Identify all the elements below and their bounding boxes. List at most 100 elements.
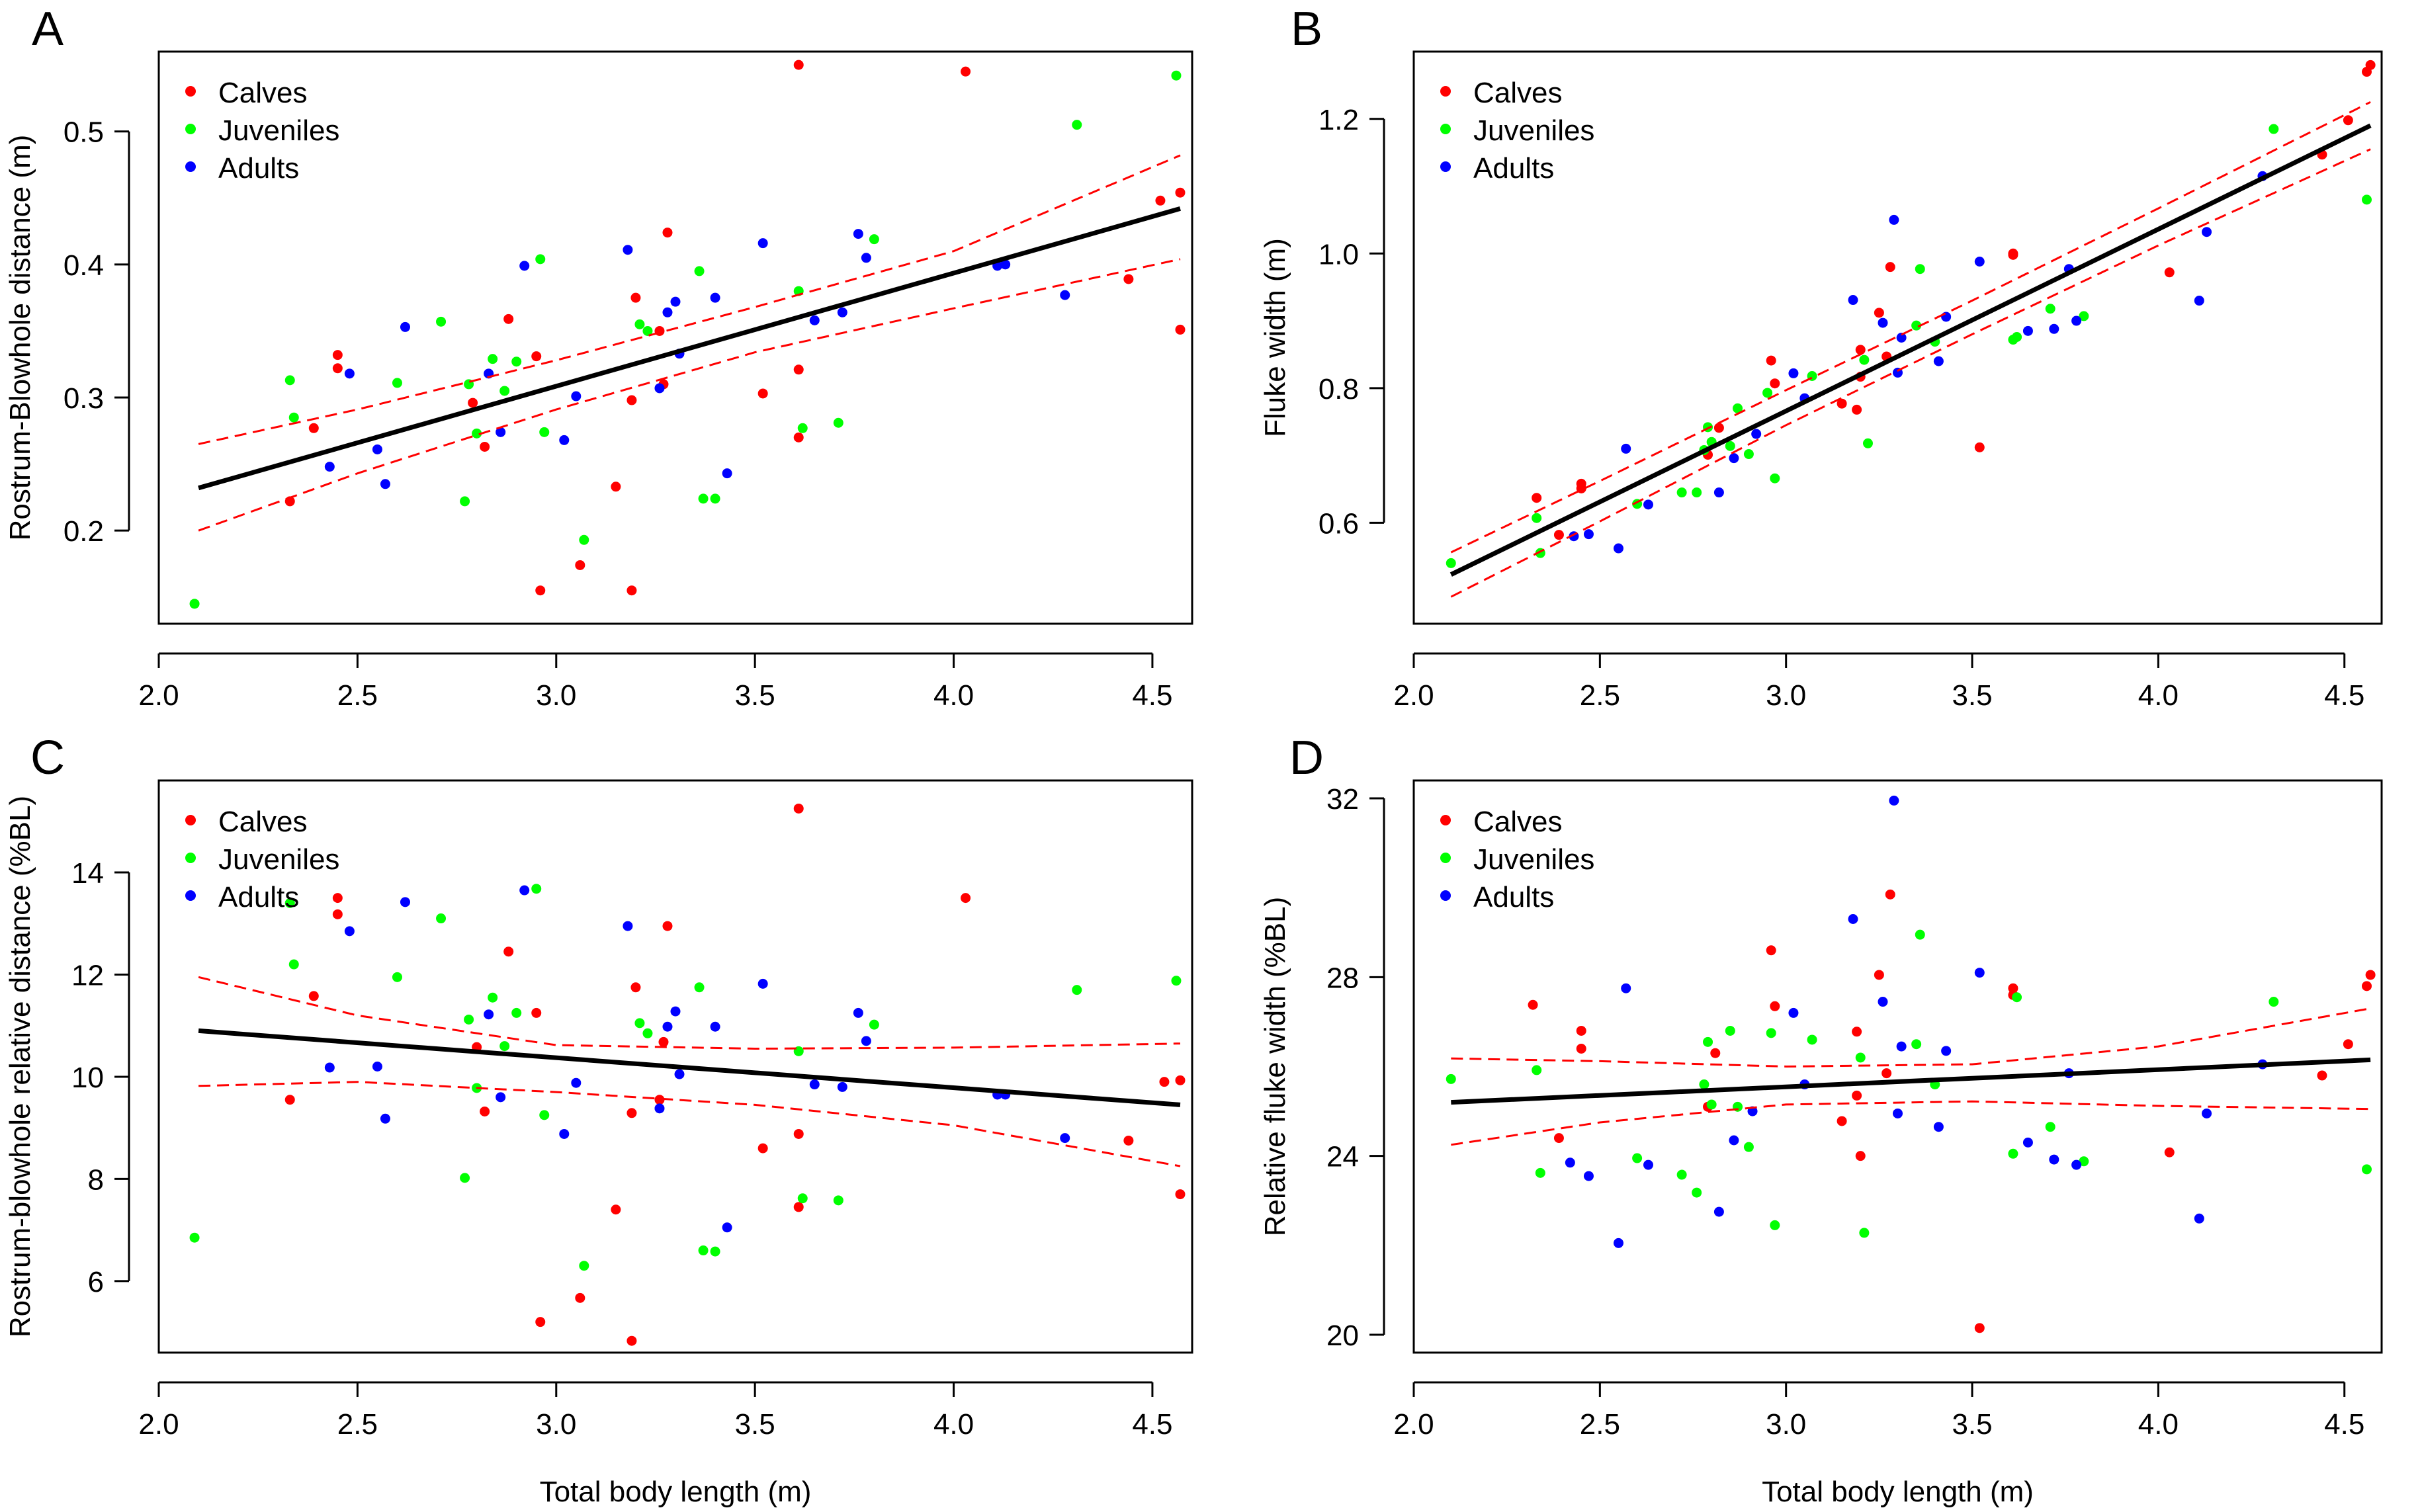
panel-b-juveniles-point xyxy=(1725,441,1735,451)
panel-c-adults-point xyxy=(1060,1133,1070,1144)
panel-a-x-tick-label: 3.5 xyxy=(735,679,775,712)
panel-c-adults-point xyxy=(496,1092,506,1103)
panel-c-juveniles-point xyxy=(869,1019,879,1030)
panel-c-adults-point xyxy=(710,1021,720,1032)
panel-a-adults-point xyxy=(623,245,633,255)
panel-b-y-tick-label: 1.2 xyxy=(1319,104,1359,136)
panel-d-adults-point xyxy=(2022,1137,2033,1148)
panel-a-x-tick-label: 2.0 xyxy=(138,679,179,712)
panel-a-y-tick-label: 0.2 xyxy=(64,515,104,548)
panel-c-adults-point xyxy=(837,1081,847,1092)
panel-c-calves-point xyxy=(1175,1075,1186,1085)
panel-a-calves-point xyxy=(1175,187,1186,198)
panel-b-legend-marker-juveniles xyxy=(1440,124,1451,134)
panel-d-adults-point xyxy=(1643,1159,1653,1170)
panel-d-juveniles-point xyxy=(1706,1099,1717,1110)
panel-d-x-tick-label: 4.5 xyxy=(2324,1408,2364,1441)
panel-b-legend-marker-calves xyxy=(1440,86,1451,97)
panel-a-legend-marker-adults xyxy=(185,161,196,172)
panel-c-juveniles-point xyxy=(284,898,295,908)
panel-d-calves-point xyxy=(2317,1070,2327,1081)
panel-b-adults-point xyxy=(1974,257,1985,267)
panel-b-juveniles-point xyxy=(2361,194,2372,205)
panel-d-plot-area xyxy=(1446,795,2376,1333)
panel-a-calves-point xyxy=(332,350,343,360)
panel-b-y-axis-label: Fluke width (m) xyxy=(1259,238,1291,437)
panel-a-plot-frame xyxy=(157,50,1193,625)
panel-d-juveniles-point xyxy=(1703,1036,1713,1047)
panel-c-adults-point xyxy=(674,1069,685,1079)
panel-a-adults-point xyxy=(853,229,863,239)
panel-d-adults-point xyxy=(2071,1159,2082,1170)
panel-d-calves-point xyxy=(1770,1001,1780,1011)
panel-a-calves-point xyxy=(531,351,542,362)
panel-d-y-axis-label: Relative fluke width (%BL) xyxy=(1259,897,1291,1237)
panel-b-adults-point xyxy=(1713,487,1724,498)
panel-b: B 2.0 2.5 3.0 3.5 4.0 4.5 0.6 0.8 1.0 1.2 Fluke wid… xyxy=(1259,3,2383,712)
panel-b-adults-point xyxy=(1941,312,1952,322)
panel-a-adults-point xyxy=(324,462,335,472)
panel-c-adults-point xyxy=(519,885,530,896)
panel-d-juveniles-point xyxy=(1766,1028,1776,1038)
panel-c-calves-point xyxy=(284,1095,295,1105)
panel-c-juveniles-point xyxy=(710,1246,720,1257)
panel-d-adults-point xyxy=(1933,1122,1944,1132)
panel-c-calves-point xyxy=(332,909,343,919)
panel-b-x-tick-label: 4.5 xyxy=(2324,679,2364,712)
panel-c-y-axis-label: Rostrum-blowhole relative distance (%BL) xyxy=(4,796,36,1337)
panel-b-adults-point xyxy=(1751,429,1762,439)
panel-b-calves-point xyxy=(1576,478,1586,489)
panel-d-calves-point xyxy=(1576,1025,1586,1036)
panel-b-adults-point xyxy=(1729,453,1739,464)
panel-b-x-tick-label: 3.5 xyxy=(1952,679,1992,712)
panel-a-adults-point xyxy=(372,444,382,454)
panel-c-ci-lower-line xyxy=(198,1081,1181,1167)
panel-a-juveniles-point xyxy=(472,428,482,439)
panel-c-calves-point xyxy=(1123,1135,1134,1146)
panel-b-y-tick-label: 0.8 xyxy=(1319,373,1359,405)
panel-c-juveniles-point xyxy=(511,1007,522,1018)
panel-d-x-tick-label: 2.5 xyxy=(1580,1408,1620,1441)
panel-d-adults-point xyxy=(1889,795,1899,806)
panel-d-x-tick-label: 4.0 xyxy=(2138,1408,2179,1441)
panel-c-plot-area xyxy=(189,803,1186,1346)
panel-c-y-tick-label: 10 xyxy=(71,1062,104,1094)
panel-b-legend-label-calves: Calves xyxy=(1473,77,1563,109)
panel-c-juveniles-point xyxy=(1072,985,1082,995)
panel-a-juveniles-point xyxy=(579,534,589,545)
panel-b-adults-point xyxy=(1878,317,1888,328)
panel-c-legend-marker-calves xyxy=(185,815,196,825)
panel-a-adults-point xyxy=(654,383,665,394)
panel-a-juveniles-point xyxy=(499,386,510,396)
panel-b-legend-marker-adults xyxy=(1440,161,1451,172)
panel-a-calves-point xyxy=(535,585,546,596)
panel-c-calves-point xyxy=(531,1007,542,1018)
panel-c-calves-point xyxy=(658,1036,669,1047)
panel-d-calves-point xyxy=(2365,970,2376,980)
panel-b-calves-point xyxy=(1553,530,1564,540)
panel-a-juveniles-point xyxy=(284,375,295,386)
panel-d-calves-point xyxy=(1528,999,1538,1010)
panel-b-adults-point xyxy=(2202,227,2212,237)
panel-c-juveniles-point xyxy=(833,1195,843,1206)
panel-c-juveniles-point xyxy=(579,1261,589,1271)
panel-d-adults-point xyxy=(1848,913,1858,924)
panel-a-juveniles-point xyxy=(634,319,645,329)
panel-b-x-tick-label: 3.0 xyxy=(1766,679,1806,712)
panel-b-adults-point xyxy=(2049,323,2059,334)
panel-a-calves-point xyxy=(961,66,971,77)
panel-a-adults-point xyxy=(559,435,570,445)
panel-a-juveniles-point xyxy=(189,599,200,609)
panel-d-adults-point xyxy=(2194,1213,2204,1224)
panel-a-x-tick-label: 2.5 xyxy=(337,679,378,712)
panel-b-y-tick-label: 0.6 xyxy=(1319,507,1359,540)
panel-a-adults-point xyxy=(722,468,732,479)
panel-d-legend-marker-juveniles xyxy=(1440,853,1451,863)
panel-c-calves-point xyxy=(793,1128,804,1139)
panel-b-adults-point xyxy=(1896,333,1907,343)
panel-c-adults-point xyxy=(400,897,410,907)
panel-d-calves-point xyxy=(2164,1147,2175,1157)
panel-d-ci-upper-line xyxy=(1451,1007,2371,1068)
panel-a-calves-point xyxy=(630,292,641,303)
panel-d-legend-marker-adults xyxy=(1440,890,1451,901)
